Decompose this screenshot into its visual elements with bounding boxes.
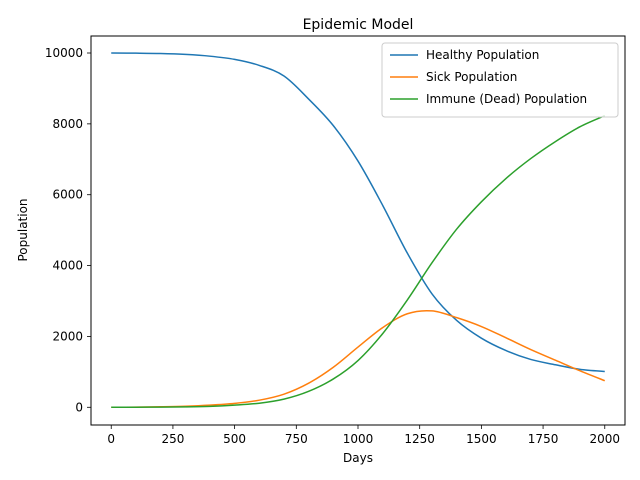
x-tick-label: 500 bbox=[223, 432, 246, 446]
legend-box bbox=[381, 42, 619, 118]
x-tick-label: 2000 bbox=[589, 432, 620, 446]
y-axis-ticks: 0 2000 4000 6000 8000 10000 bbox=[45, 46, 91, 414]
y-axis-label: Population bbox=[16, 198, 30, 261]
x-axis-label: Days bbox=[343, 451, 373, 465]
series-line-3 bbox=[111, 115, 606, 409]
legend: Healthy Population Sick Population Immune … bbox=[381, 42, 619, 118]
x-tick-label: 250 bbox=[161, 432, 184, 446]
y-tick-label: 10000 bbox=[45, 46, 83, 60]
legend-label-1: Healthy Population bbox=[426, 48, 539, 62]
legend-label-2: Sick Population bbox=[426, 70, 517, 84]
plot-area bbox=[111, 52, 606, 409]
y-tick-label: 2000 bbox=[52, 329, 83, 343]
chart-title: Epidemic Model bbox=[303, 17, 414, 33]
series-line-1 bbox=[111, 52, 605, 373]
y-tick-label: 4000 bbox=[52, 259, 83, 273]
y-tick-label: 6000 bbox=[52, 188, 83, 202]
legend-label-3: Immune (Dead) Population bbox=[426, 92, 587, 106]
x-tick-label: 750 bbox=[285, 432, 308, 446]
x-tick-label: 1000 bbox=[343, 432, 374, 446]
x-tick-label: 1750 bbox=[528, 432, 559, 446]
y-tick-label: 0 bbox=[75, 400, 83, 414]
x-axis-ticks: 0 250 500 750 1000 1250 1500 1750 2000 bbox=[107, 425, 620, 446]
y-tick-label: 8000 bbox=[52, 117, 83, 131]
x-tick-label: 0 bbox=[107, 432, 115, 446]
x-tick-label: 1250 bbox=[404, 432, 435, 446]
x-tick-label: 1500 bbox=[466, 432, 497, 446]
series-line-2 bbox=[111, 309, 606, 409]
